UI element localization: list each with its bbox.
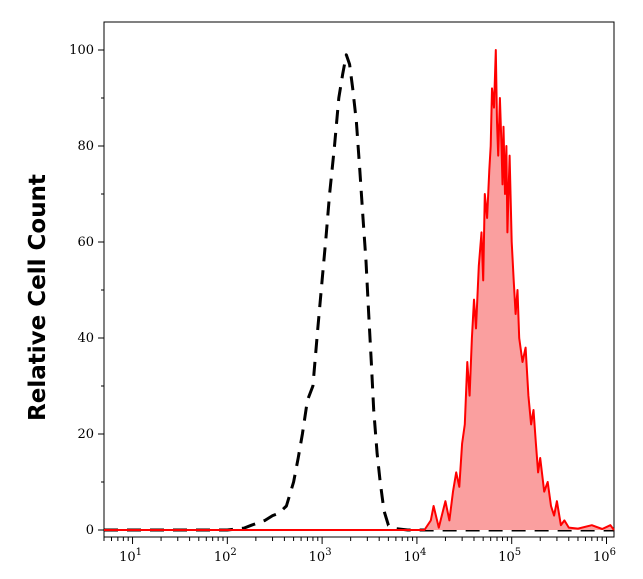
- series-2-area: [104, 50, 614, 530]
- x-tick-label-4: 104: [403, 547, 426, 565]
- x-tick-label-6: 106: [593, 547, 616, 565]
- y-axis-ticks: 0 20 40 60 80 100: [69, 43, 104, 538]
- y-tick-label-100: 100: [69, 43, 94, 58]
- series-1-line: [104, 53, 614, 532]
- x-tick-label-5: 105: [498, 547, 521, 565]
- y-tick-label-20: 20: [77, 427, 94, 442]
- x-tick-label-3: 103: [309, 547, 332, 565]
- y-tick-label-40: 40: [77, 331, 94, 346]
- series-2-line: [104, 49, 615, 531]
- y-tick-label-0: 0: [86, 523, 94, 538]
- x-tick-label-2: 102: [214, 547, 237, 565]
- y-tick-label-80: 80: [77, 139, 94, 154]
- x-axis-ticks: 101 102 103 104 105 106: [103, 537, 616, 565]
- plot-area: 0 20 40 60 80 100 101 102 103 104 105 106: [69, 21, 616, 565]
- y-axis-label: Relative Cell Count: [25, 174, 51, 421]
- x-tick-label-1: 101: [119, 547, 142, 565]
- series-layer: [104, 49, 615, 532]
- y-tick-label-60: 60: [77, 235, 94, 250]
- plot-frame: [103, 21, 615, 538]
